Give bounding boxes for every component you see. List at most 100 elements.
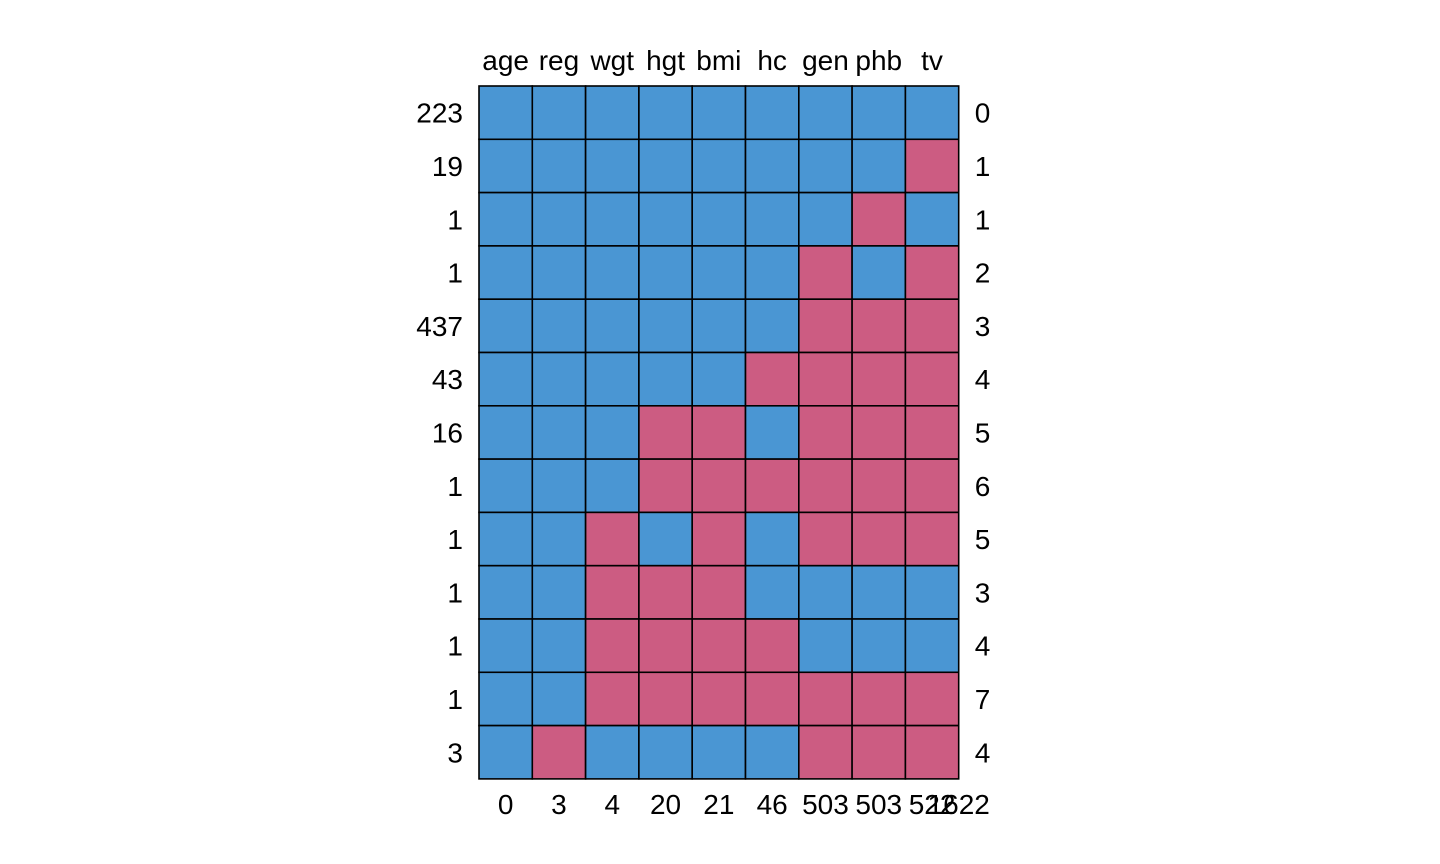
missing-cell	[904, 671, 960, 727]
observed-cell	[531, 564, 587, 620]
missing-cell	[691, 511, 747, 567]
missing-cell	[797, 671, 853, 727]
pattern-frequency-labels: 223 19 1 1 437 43 16 1 1 1 1 1 3	[416, 98, 463, 769]
observed-cell	[584, 458, 640, 514]
missing-cell	[691, 564, 747, 620]
pattern-frequency-label: 1	[447, 471, 463, 502]
observed-cell	[584, 138, 640, 194]
observed-cell	[904, 191, 960, 247]
pattern-frequency-label: 223	[416, 98, 463, 129]
missing-cell	[744, 671, 800, 727]
observed-cell	[478, 245, 534, 300]
observed-cell	[744, 724, 800, 780]
column-missing-count-tv: 522	[909, 789, 956, 820]
observed-cell	[691, 85, 747, 141]
column-missing-count-labels: 0 3 4 20 21 46 503 503 522	[498, 789, 956, 820]
missing-cell	[904, 724, 960, 780]
pattern-missing-count-label: 7	[975, 684, 991, 715]
observed-cell	[691, 724, 747, 780]
pattern-frequency-label: 1	[447, 524, 463, 555]
column-missing-count-wgt: 4	[604, 789, 620, 820]
pattern-frequency-label: 437	[416, 311, 463, 342]
pattern-frequency-label: 1	[447, 577, 463, 608]
observed-cell	[531, 671, 587, 727]
observed-cell	[904, 618, 960, 674]
missing-cell	[584, 511, 640, 567]
pattern-missing-count-label: 0	[975, 98, 991, 129]
observed-cell	[797, 564, 853, 620]
observed-cell	[531, 351, 587, 407]
observed-cell	[531, 138, 587, 194]
missing-cell	[638, 458, 694, 514]
observed-cell	[478, 138, 534, 194]
missing-cell	[797, 245, 853, 300]
observed-cell	[584, 245, 640, 300]
observed-cell	[638, 85, 694, 141]
observed-cell	[531, 191, 587, 247]
missing-cell	[691, 404, 747, 460]
observed-cell	[691, 298, 747, 354]
missing-cell	[904, 511, 960, 567]
column-missing-count-hgt: 20	[650, 789, 681, 820]
column-missing-count-hc: 46	[757, 789, 788, 820]
observed-cell	[638, 724, 694, 780]
missing-cell	[584, 564, 640, 620]
observed-cell	[797, 85, 853, 141]
pattern-missing-count-label: 4	[975, 631, 991, 662]
observed-cell	[531, 458, 587, 514]
observed-cell	[531, 618, 587, 674]
observed-cell	[531, 85, 587, 141]
observed-cell	[744, 298, 800, 354]
observed-cell	[691, 245, 747, 300]
observed-cell	[851, 564, 907, 620]
observed-cell	[638, 351, 694, 407]
observed-cell	[691, 191, 747, 247]
pattern-frequency-label: 1	[447, 204, 463, 235]
observed-cell	[851, 138, 907, 194]
column-missing-count-bmi: 21	[703, 789, 734, 820]
missing-cell	[691, 671, 747, 727]
missing-cell	[851, 351, 907, 407]
missing-cell	[797, 298, 853, 354]
observed-cell	[584, 298, 640, 354]
column-header-phb: phb	[855, 45, 902, 76]
pattern-missing-count-label: 1	[975, 151, 991, 182]
missing-cell	[851, 404, 907, 460]
missing-cell	[744, 351, 800, 407]
observed-cell	[584, 191, 640, 247]
missing-cell	[797, 458, 853, 514]
observed-cell	[531, 511, 587, 567]
pattern-missing-count-label: 4	[975, 364, 991, 395]
observed-cell	[638, 191, 694, 247]
missing-cell	[638, 618, 694, 674]
pattern-missing-count-label: 5	[975, 417, 991, 448]
observed-cell	[584, 351, 640, 407]
observed-cell	[744, 404, 800, 460]
pattern-missing-count-label: 3	[975, 311, 991, 342]
observed-cell	[478, 404, 534, 460]
pattern-missing-count-label: 2	[975, 258, 991, 289]
pattern-missing-count-label: 4	[975, 737, 991, 768]
missing-cell	[851, 191, 907, 247]
column-header-tv: tv	[921, 45, 943, 76]
observed-cell	[478, 298, 534, 354]
pattern-missing-count-label: 1	[975, 204, 991, 235]
total-missing-label: 1622	[928, 789, 990, 820]
pattern-frequency-label: 3	[447, 737, 463, 768]
column-header-hgt: hgt	[646, 45, 685, 76]
pattern-missing-count-label: 6	[975, 471, 991, 502]
column-header-age: age	[482, 45, 529, 76]
observed-cell	[478, 458, 534, 514]
observed-cell	[797, 191, 853, 247]
observed-cell	[638, 511, 694, 567]
column-header-reg: reg	[539, 45, 579, 76]
missing-cell	[904, 351, 960, 407]
observed-cell	[904, 85, 960, 141]
observed-cell	[744, 245, 800, 300]
missing-cell	[584, 671, 640, 727]
column-header-hc: hc	[757, 45, 787, 76]
missing-cell	[691, 618, 747, 674]
missing-cell	[851, 298, 907, 354]
observed-cell	[478, 85, 534, 141]
pattern-grid	[478, 85, 960, 780]
